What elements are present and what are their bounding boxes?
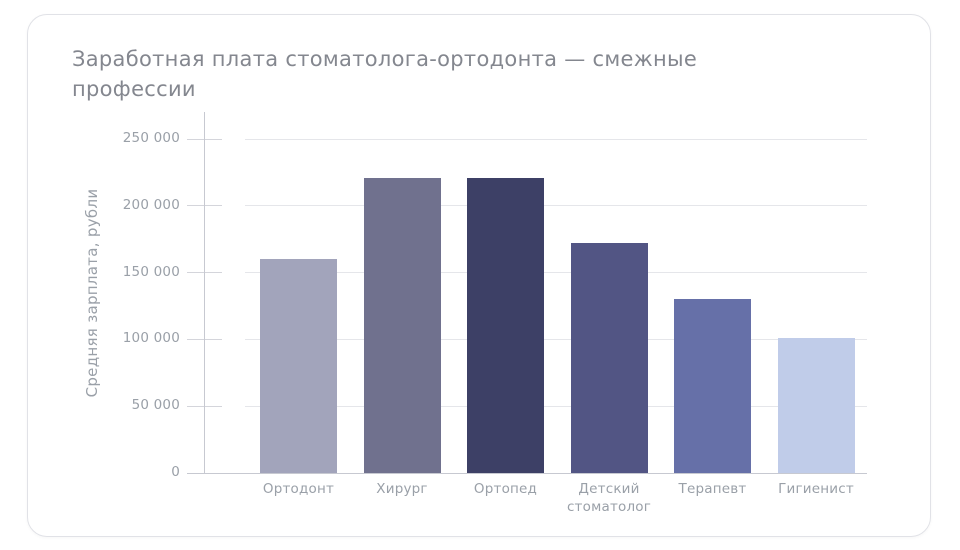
y-gridline: [245, 272, 867, 274]
y-gridline: [245, 338, 867, 340]
x-category-label: Хирург: [376, 481, 428, 497]
x-category-label: Ортопед: [473, 481, 538, 497]
y-tick-label: 0: [171, 464, 180, 480]
y-gridline: [245, 205, 867, 207]
x-category-label: Ортодонт: [262, 481, 335, 497]
bar[interactable]: [674, 299, 751, 473]
x-axis-line: [187, 473, 867, 474]
y-tick-label: 150 000: [122, 263, 180, 280]
bar[interactable]: [260, 259, 337, 473]
bar[interactable]: [570, 243, 648, 473]
x-category-label: Гигиенист: [778, 481, 854, 497]
y-tick-label: 200 000: [122, 196, 180, 213]
x-category-label: Детский стоматолог: [566, 481, 652, 515]
y-gridline: [245, 405, 867, 407]
y-tick-label: 100 000: [122, 330, 180, 347]
y-axis-line: [204, 112, 205, 474]
bar[interactable]: [467, 177, 544, 473]
chart-title: Заработная плата стоматолога-ортодонта —…: [72, 47, 698, 102]
y-tick-label: 250 000: [122, 130, 180, 146]
bar[interactable]: [777, 338, 855, 473]
y-tick-label: 50 000: [131, 397, 180, 414]
y-gridline: [245, 138, 867, 140]
bar[interactable]: [363, 177, 441, 473]
x-category-label: Терапевт: [678, 481, 747, 497]
